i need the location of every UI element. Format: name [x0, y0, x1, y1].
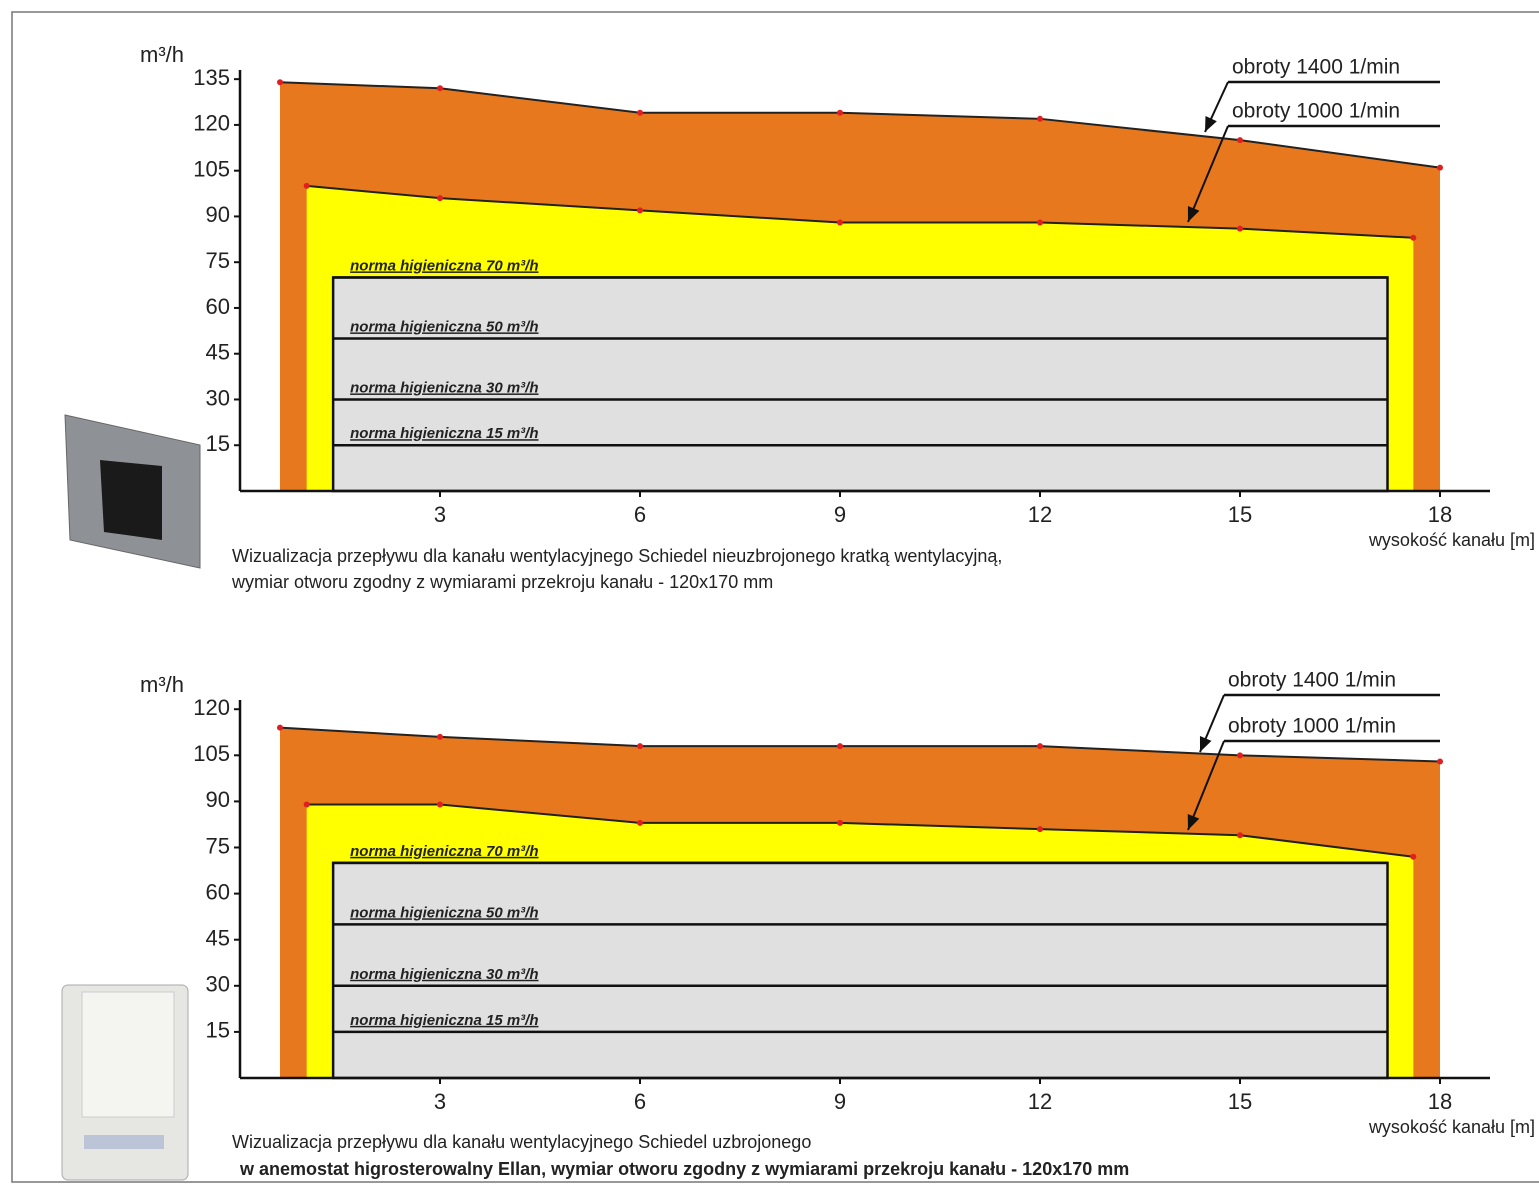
x-axis-label: wysokość kanału [m]	[1368, 530, 1535, 550]
caption: Wizualizacja przepływu dla kanału wentyl…	[232, 1132, 811, 1152]
y-tick-label: 105	[193, 156, 230, 181]
caption: wymiar otworu zgodny z wymiarami przekro…	[231, 572, 773, 592]
flow-point	[437, 734, 443, 740]
flow-point	[1437, 758, 1443, 764]
y-axis-label: m³/h	[140, 672, 184, 697]
y-tick-label: 90	[206, 787, 230, 812]
flow-point	[1437, 165, 1443, 171]
flow-point	[837, 743, 843, 749]
flow-point	[637, 110, 643, 116]
norm-label: norma higieniczna 15 m³/h	[350, 1012, 538, 1029]
norm-label: norma higieniczna 30 m³/h	[350, 379, 538, 396]
anemostat-photo	[62, 985, 188, 1180]
legend-label: obroty 1400 1/min	[1228, 669, 1396, 692]
y-tick-label: 15	[206, 431, 230, 456]
x-tick-label: 3	[434, 1089, 446, 1114]
caption: w anemostat higrosterowalny Ellan, wymia…	[239, 1159, 1129, 1179]
flow-point	[1037, 743, 1043, 749]
flow-point	[837, 110, 843, 116]
flow-point	[1037, 826, 1043, 832]
y-tick-label: 135	[193, 65, 230, 90]
y-tick-label: 30	[206, 385, 230, 410]
y-tick-label: 90	[206, 202, 230, 227]
y-tick-label: 15	[206, 1018, 230, 1043]
flow-point	[1237, 137, 1243, 143]
x-tick-label: 12	[1028, 502, 1052, 527]
flow-point	[304, 183, 310, 189]
flow-point	[1237, 832, 1243, 838]
x-tick-label: 18	[1428, 1089, 1452, 1114]
flow-point	[304, 801, 310, 807]
norm-label: norma higieniczna 70 m³/h	[350, 843, 538, 860]
x-tick-label: 6	[634, 1089, 646, 1114]
y-tick-label: 120	[193, 111, 230, 136]
x-tick-label: 15	[1228, 502, 1252, 527]
x-tick-label: 15	[1228, 1089, 1252, 1114]
x-tick-label: 6	[634, 502, 646, 527]
x-tick-label: 9	[834, 502, 846, 527]
y-axis-label: m³/h	[140, 42, 184, 67]
y-tick-label: 105	[193, 741, 230, 766]
flow-point	[637, 743, 643, 749]
y-tick-label: 60	[206, 879, 230, 904]
legend-label: obroty 1000 1/min	[1232, 100, 1400, 123]
x-axis-label: wysokość kanału [m]	[1368, 1117, 1535, 1137]
flow-point	[1410, 235, 1416, 241]
y-tick-label: 45	[206, 340, 230, 365]
y-tick-label: 60	[206, 294, 230, 319]
norm-label: norma higieniczna 70 m³/h	[350, 257, 538, 274]
x-tick-label: 18	[1428, 502, 1452, 527]
x-tick-label: 12	[1028, 1089, 1052, 1114]
norm-label: norma higieniczna 15 m³/h	[350, 425, 538, 442]
y-tick-label: 45	[206, 926, 230, 951]
y-tick-label: 75	[206, 833, 230, 858]
y-tick-label: 120	[193, 695, 230, 720]
flow-point	[437, 85, 443, 91]
flow-point	[837, 220, 843, 226]
flow-point	[637, 820, 643, 826]
flow-point	[1410, 854, 1416, 860]
norm-label: norma higieniczna 50 m³/h	[350, 904, 538, 921]
flow-point	[637, 207, 643, 213]
flow-point	[437, 195, 443, 201]
y-tick-label: 30	[206, 972, 230, 997]
norm-label: norma higieniczna 50 m³/h	[350, 318, 538, 335]
flow-point	[1037, 116, 1043, 122]
x-tick-label: 9	[834, 1089, 846, 1114]
flow-point	[1037, 220, 1043, 226]
caption: Wizualizacja przepływu dla kanału wentyl…	[232, 546, 1002, 566]
y-tick-label: 75	[206, 248, 230, 273]
flow-point	[437, 801, 443, 807]
flow-point	[837, 820, 843, 826]
flow-point	[1237, 752, 1243, 758]
x-tick-label: 3	[434, 502, 446, 527]
flow-point	[1237, 226, 1243, 232]
flow-point	[277, 725, 283, 731]
flow-point	[277, 79, 283, 85]
page: norma higieniczna 70 m³/h norma higienicz…	[0, 0, 1539, 1185]
legend-label: obroty 1000 1/min	[1228, 715, 1396, 738]
norm-label: norma higieniczna 30 m³/h	[350, 966, 538, 983]
legend-label: obroty 1400 1/min	[1232, 56, 1400, 79]
